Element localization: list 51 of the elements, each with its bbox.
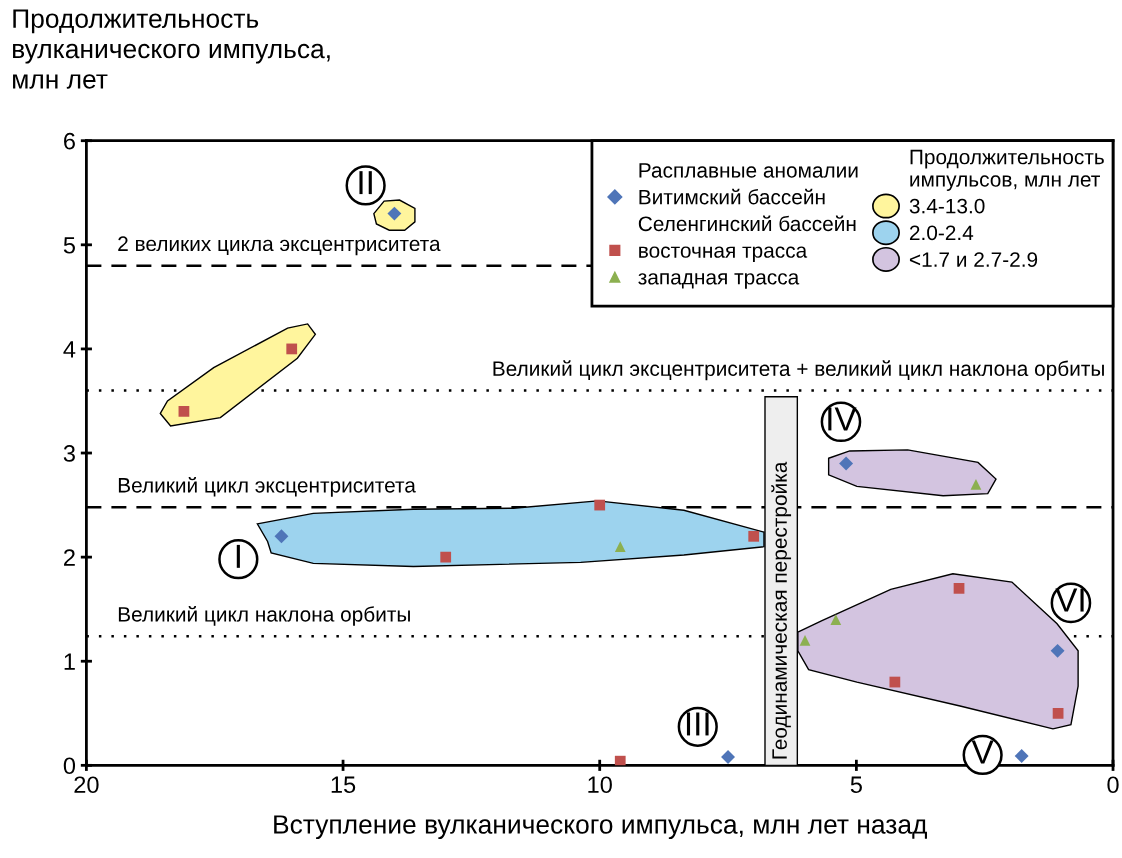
point: [970, 478, 982, 490]
y-tick-label: 0: [63, 757, 76, 775]
ref-line-label: Великий цикл эксцентриситета: [118, 476, 416, 497]
x-tick-label: 10: [588, 776, 612, 794]
point: [614, 755, 626, 766]
annotation: Продолжительность импульсов, млн лет: [910, 149, 1104, 191]
ref-line-label: Великий цикл эксцентриситета + великий цикл наклона орбиты: [493, 360, 1104, 381]
legend-label: западная трасса: [638, 273, 800, 289]
y-tick-label: 4: [63, 341, 76, 358]
point: [594, 499, 606, 511]
y-tick-label: 5: [63, 237, 75, 254]
legend-label: 2.0-2.4: [909, 225, 974, 241]
point: [953, 582, 965, 594]
y-axis-title: Продолжительность вулканического импульса, млн лет: [13, 9, 330, 89]
point: [274, 529, 289, 544]
point: [178, 406, 190, 417]
y-tick-label: 2: [64, 549, 75, 566]
x-axis-title: Вступление вулканического импульса, млн лет назад: [274, 815, 927, 840]
annotation: VI: [1055, 588, 1084, 612]
annotation: I: [236, 544, 240, 568]
legend-label: <1.7 и 2.7-2.9: [909, 252, 1038, 267]
point: [286, 343, 298, 355]
band-label: Геодинамическая перестройка: [771, 461, 792, 759]
y-tick-label: 3: [63, 445, 75, 462]
point: [1050, 643, 1065, 658]
legend-label: Витимский бассейн: [639, 188, 825, 205]
point: [839, 456, 854, 471]
annotation: V: [971, 740, 994, 764]
x-tick-label: 0: [1107, 776, 1119, 794]
annotation: Селенгинский бассейн: [638, 215, 856, 232]
point: [440, 551, 452, 563]
x-tick-label: 5: [850, 776, 862, 794]
y-tick-label: 6: [64, 132, 75, 150]
annotation: II: [359, 171, 372, 195]
point: [614, 541, 626, 553]
x-tick-label: 20: [74, 776, 99, 794]
ref-line-label: 2 великих цикла эксцентриситета: [118, 236, 441, 256]
y-tick-label: 1: [64, 653, 75, 670]
legend-label: 3.4-13.0: [909, 198, 985, 214]
x-tick-label: 15: [331, 776, 356, 794]
point: [1014, 749, 1029, 763]
point: [830, 614, 842, 625]
annotation: IV: [828, 407, 857, 431]
point: [1052, 707, 1064, 719]
legend-title: Расплавные аномалии: [639, 163, 858, 178]
point: [748, 530, 760, 542]
point: [889, 676, 901, 688]
point: [799, 635, 811, 646]
ref-line-label: Великий цикл наклона орбиты: [118, 606, 410, 626]
legend-label: восточная трасса: [639, 246, 808, 262]
annotation: III: [686, 712, 709, 736]
